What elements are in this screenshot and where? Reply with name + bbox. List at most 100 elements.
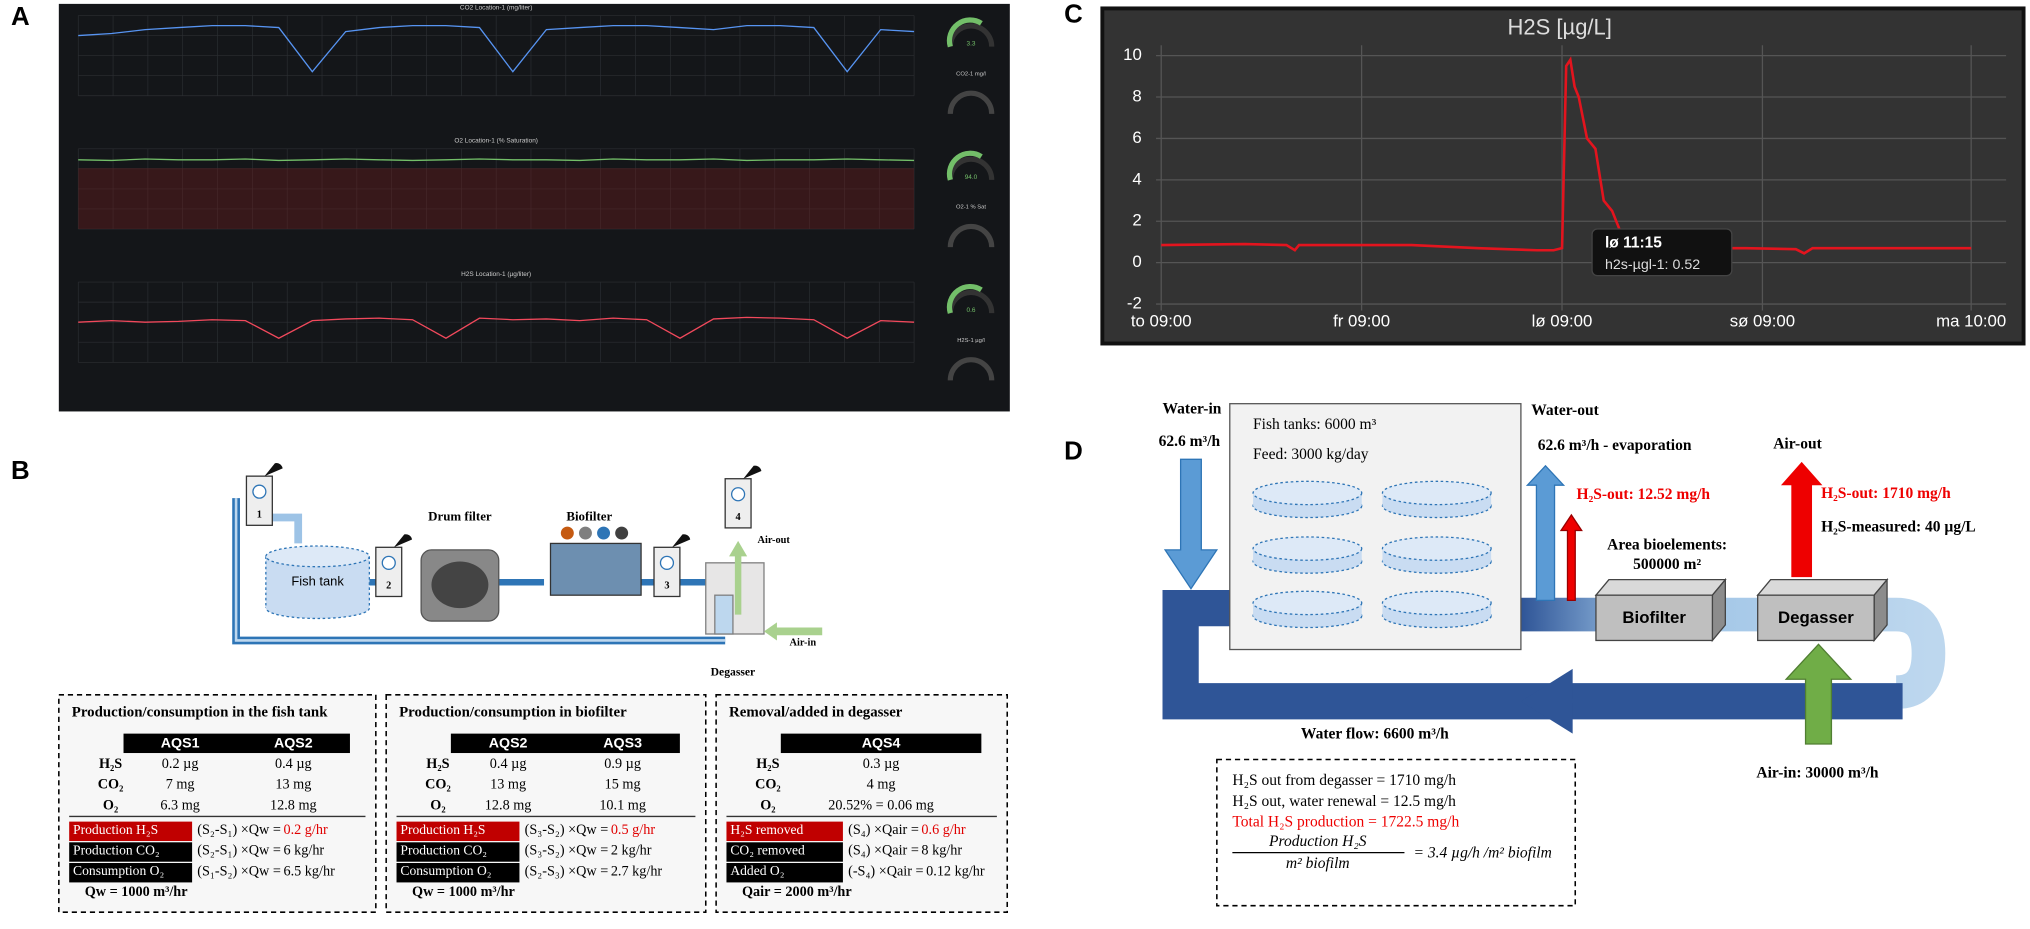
formula-expr: (-S₄) ×Qair = — [848, 863, 923, 879]
table-cell: CO₂ — [755, 777, 781, 793]
formula-label-bg — [726, 842, 843, 862]
y-tick-label: 8 — [1132, 86, 1141, 105]
y-tick-label: 2 — [1132, 211, 1141, 230]
formula-label: Consumption O₂ — [73, 863, 164, 878]
box-front — [1757, 594, 1875, 642]
antenna — [393, 534, 413, 548]
chart-title: H2S [µg/L] — [1508, 14, 1612, 39]
formula-result: 2 kg/hr — [611, 843, 652, 859]
antenna — [743, 465, 762, 479]
formula-expr: (S₂-S₃) ×Qw = — [525, 863, 609, 879]
sensor-number: 1 — [257, 509, 262, 520]
tank-top — [265, 545, 371, 568]
formula-label: H₂S removed — [730, 822, 803, 837]
table-cell: 0.3 µg — [863, 756, 900, 772]
formula-label-bg — [69, 842, 193, 862]
tooltip — [1591, 228, 1733, 277]
formula-result: 6 kg/hr — [283, 843, 324, 859]
air-out-label: Air-out — [1773, 436, 1822, 453]
panel-label: B — [11, 457, 30, 485]
fraction-result: = 3.4 µg/h /m² biofilm — [1414, 845, 1552, 862]
table-cell: 13 mg — [490, 777, 526, 793]
table-title: Removal/added in degasser — [729, 704, 903, 720]
tank-label: Fish tank — [291, 574, 344, 589]
formula-expr: (S₃-S₂) ×Qw = — [525, 822, 609, 838]
tooltip-time: lø 11:15 — [1605, 234, 1662, 251]
table-cell: 0.4 µg — [490, 756, 527, 772]
formula-label-bg — [396, 863, 520, 883]
y-tick-label: 6 — [1132, 128, 1141, 147]
table-footer: Qair = 2000 m³/hr — [742, 884, 852, 900]
tank-top — [1252, 480, 1363, 506]
table-cell: 7 mg — [166, 777, 195, 793]
table-cell: H₂S — [756, 756, 779, 772]
fraction-numerator: Production H₂S — [1268, 833, 1367, 850]
formula-result: 2.7 kg/hr — [611, 863, 663, 879]
formula-label-bg — [396, 842, 520, 862]
table-cell: 0.9 µg — [604, 756, 641, 772]
fraction-denominator: m² biofilm — [1286, 855, 1350, 872]
drum — [431, 561, 489, 609]
box-top — [1756, 579, 1889, 596]
water-in-label: Water-in — [1163, 401, 1222, 418]
x-tick-label: lø 09:00 — [1532, 312, 1593, 331]
table-title: Production/consumption in the fish tank — [72, 704, 328, 720]
sensor-dial — [730, 487, 746, 502]
gauge-value: 94.0 — [965, 174, 978, 181]
formula-expr: (S₂-S₁) ×Qw = — [197, 822, 281, 838]
area-value: 500000 m² — [1633, 556, 1701, 573]
formula-label-bg — [69, 821, 193, 842]
sensor-number: 2 — [386, 580, 391, 591]
sensor — [724, 478, 752, 529]
header-bar — [123, 733, 350, 754]
media — [578, 526, 592, 540]
formula-label-bg — [396, 821, 520, 842]
table-cell: 13 mg — [275, 777, 311, 793]
header-cell: AQS1 — [161, 736, 200, 752]
header-cell: AQS3 — [603, 736, 642, 752]
media — [597, 526, 611, 540]
sensor — [375, 546, 403, 598]
box-front — [1595, 594, 1714, 642]
table-cell: 4 mg — [867, 777, 896, 793]
y-tick-label: 4 — [1132, 169, 1141, 188]
table-cell: O₂ — [430, 797, 445, 813]
formula-label: Production CO₂ — [73, 842, 160, 857]
header-cell: AQS2 — [274, 736, 313, 752]
water-out-label: Water-out — [1531, 402, 1599, 419]
table-cell: 10.1 mg — [599, 797, 646, 813]
formula-result: 0.2 g/hr — [283, 822, 327, 838]
gauge-value: 3.3 — [967, 41, 976, 48]
feed-label: Feed: 3000 kg/day — [1253, 446, 1369, 463]
pipe-top — [1520, 597, 1946, 710]
sensor-dial — [659, 555, 675, 570]
y-tick-label: 0 — [1132, 252, 1141, 271]
summary-line: H₂S out, water renewal = 12.5 mg/h — [1232, 793, 1456, 810]
gauge-track — [947, 357, 995, 381]
air-in-label: Air-in — [789, 637, 816, 648]
table-cell: 20.52% = 0.06 mg — [828, 797, 934, 813]
pipe — [234, 498, 726, 642]
water-in-arrow — [1163, 458, 1219, 590]
unit-label: Biofilter — [1622, 608, 1686, 627]
water-out-arrow — [1525, 464, 1566, 602]
table-cell: H₂S — [99, 756, 122, 772]
formula-label: Added O₂ — [730, 863, 784, 878]
antenna — [672, 534, 691, 548]
formula-expr: (S₄) ×Qair = — [848, 822, 919, 838]
header-bar — [780, 733, 982, 754]
x-tick-label: fr 09:00 — [1333, 312, 1390, 331]
gauge-label: O2-1 % Sat — [956, 205, 986, 211]
gauge-arc — [946, 283, 983, 314]
table-cell: H₂S — [426, 756, 449, 772]
summary-line: H₂S out from degasser = 1710 mg/h — [1232, 772, 1456, 789]
summary-box — [1216, 758, 1577, 907]
table-cell: O₂ — [760, 797, 775, 813]
h2s-measured: H₂S-measured: 40 µg/L — [1821, 518, 1976, 535]
water-out-flow: 62.6 m³/h - evaporation — [1538, 437, 1692, 454]
formula-label-bg — [726, 821, 843, 842]
tank-top — [1252, 536, 1363, 561]
unit-label: Degasser — [1778, 608, 1854, 627]
gauge-arc — [946, 17, 983, 48]
